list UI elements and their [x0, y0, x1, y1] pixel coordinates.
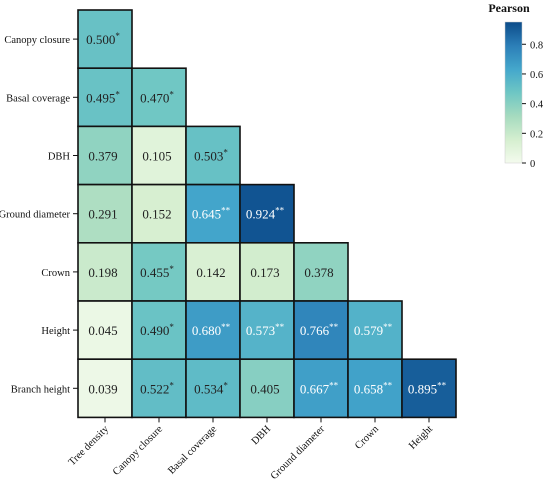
significance-mark: * — [223, 148, 228, 158]
colorbar: Pearson 0 0.2 0.4 0.6 0.8 — [488, 1, 544, 170]
cells-layer: 0.500* 0.495* 0.470* 0.379 0.105 0.503* 0.291 0… — [77, 9, 457, 419]
column-label: Tree density — [67, 423, 112, 468]
column-label: Ground diameter — [269, 423, 328, 481]
row-label: Canopy closure — [4, 35, 70, 46]
heatmap-cell — [239, 242, 295, 302]
cell-value: 0.378 — [304, 265, 333, 280]
significance-mark: * — [115, 89, 120, 99]
cell-value: 0.045 — [88, 323, 117, 338]
cell-value: 0.500* — [86, 31, 120, 47]
colorbar-tick-label: 0 — [530, 159, 535, 170]
heatmap-cell — [293, 358, 349, 419]
row-label: DBH — [48, 152, 71, 163]
colorbar-tick-label: 0.6 — [530, 70, 543, 81]
significance-mark: * — [169, 322, 174, 332]
colorbar-tick-label: 0.2 — [530, 129, 543, 140]
cell-value: 0.522* — [140, 380, 174, 396]
cell-value: 0.490* — [140, 322, 174, 338]
significance-mark: ** — [221, 206, 231, 216]
significance-mark: ** — [275, 206, 285, 216]
significance-mark: * — [169, 380, 174, 390]
significance-mark: ** — [275, 322, 285, 332]
row-label: Ground diameter — [0, 210, 70, 221]
heatmap-cell — [77, 358, 133, 419]
cell-value: 0.291 — [88, 207, 117, 222]
column-label: DBH — [250, 423, 274, 447]
cell-value: 0.455* — [140, 264, 174, 280]
cell-value: 0.573** — [246, 322, 285, 338]
colorbar-tick-label: 0.4 — [530, 100, 544, 111]
cell-value: 0.895** — [408, 380, 447, 396]
row-label: Height — [41, 326, 70, 337]
heatmap-cell — [293, 300, 349, 361]
cell-value: 0.173 — [250, 265, 279, 280]
cell-value: 0.579** — [354, 322, 393, 338]
significance-mark: * — [115, 31, 120, 41]
heatmap-cell — [293, 242, 349, 302]
colorbar-tick-label: 0.8 — [530, 40, 543, 51]
significance-mark: ** — [221, 322, 231, 332]
row-label: Crown — [41, 268, 70, 279]
cell-value: 0.503* — [194, 148, 228, 164]
colorbar-title: Pearson — [488, 1, 530, 15]
column-labels: Tree density Canopy closure Basal coverage… — [67, 417, 435, 482]
row-label: Branch height — [11, 384, 70, 395]
cell-value: 0.152 — [142, 207, 171, 222]
cell-value: 0.039 — [88, 381, 117, 396]
significance-mark: * — [169, 89, 174, 99]
cell-value: 0.680** — [192, 322, 231, 338]
cell-value: 0.924** — [246, 206, 285, 222]
significance-mark: ** — [383, 380, 393, 390]
colorbar-gradient — [504, 21, 523, 164]
cell-value: 0.105 — [142, 149, 171, 164]
significance-mark: ** — [383, 322, 393, 332]
cell-value: 0.534* — [194, 380, 228, 396]
heatmap-cell — [77, 67, 133, 128]
cell-value: 0.470* — [140, 89, 174, 105]
heatmap-cell — [185, 300, 241, 361]
significance-mark: * — [223, 380, 228, 390]
cell-value: 0.405 — [250, 381, 279, 396]
column-label: Basal coverage — [166, 424, 219, 477]
heatmap-cell — [347, 358, 403, 419]
heatmap-cell — [347, 300, 403, 361]
row-labels: Canopy closure Basal coverage DBH Ground di… — [0, 35, 78, 395]
cell-value: 0.379 — [88, 149, 117, 164]
significance-mark: ** — [437, 380, 447, 390]
cell-value: 0.142 — [196, 265, 225, 280]
significance-mark: * — [169, 264, 174, 274]
column-label: Crown — [353, 423, 382, 452]
cell-value: 0.667** — [300, 380, 339, 396]
cell-value: 0.495* — [86, 89, 120, 105]
heatmap-cell — [131, 183, 187, 244]
column-label: Canopy closure — [111, 424, 165, 478]
row-label: Basal coverage — [6, 93, 70, 104]
heatmap-cell — [131, 242, 187, 302]
heatmap-cell — [185, 125, 241, 186]
significance-mark: ** — [329, 322, 339, 332]
cell-value: 0.766** — [300, 322, 339, 338]
cell-value: 0.645** — [192, 206, 231, 222]
significance-mark: ** — [329, 380, 339, 390]
cell-value: 0.658** — [354, 380, 393, 396]
cell-value: 0.198 — [88, 265, 117, 280]
heatmap-cell — [185, 358, 241, 419]
column-label: Height — [407, 424, 435, 452]
